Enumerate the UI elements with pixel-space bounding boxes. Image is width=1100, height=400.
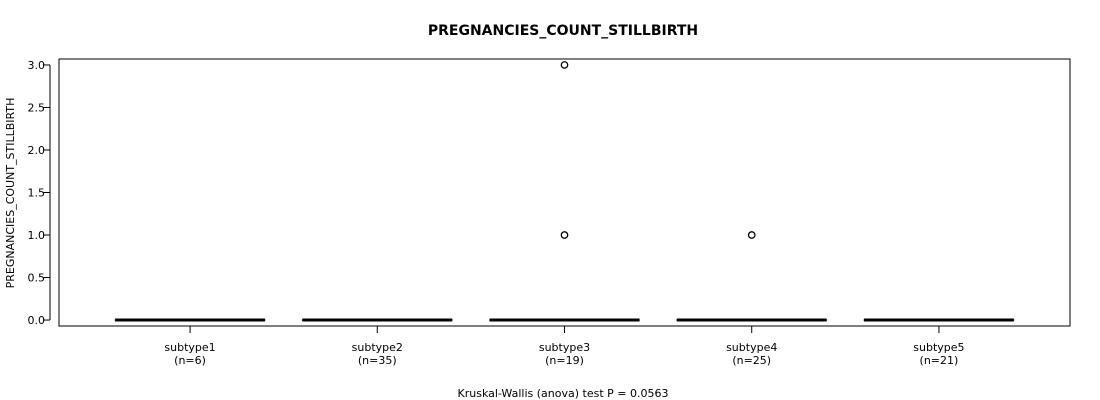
x-tick-n-label: (n=25) xyxy=(732,354,771,367)
x-tick-label: subtype4 xyxy=(726,341,777,354)
outlier-point xyxy=(747,231,756,239)
x-tick-n-label: (n=19) xyxy=(545,354,584,367)
y-tick-label: 0.0 xyxy=(28,314,46,327)
x-tick-label: subtype1 xyxy=(164,341,215,354)
boxes-group xyxy=(114,61,1015,322)
y-tick-label: 2.5 xyxy=(28,101,46,114)
y-tick-label: 1.5 xyxy=(28,187,46,200)
x-tick-label: subtype3 xyxy=(539,341,590,354)
x-tick-label: subtype5 xyxy=(913,341,964,354)
y-tick-label: 3.0 xyxy=(28,59,46,72)
x-axis-label: Kruskal-Wallis (anova) test P = 0.0563 xyxy=(458,387,669,400)
x-tick-label: subtype2 xyxy=(352,341,403,354)
outlier-point xyxy=(560,61,569,69)
y-tick-label: 0.5 xyxy=(28,272,46,285)
x-tick-n-label: (n=21) xyxy=(920,354,959,367)
y-tick-label: 2.0 xyxy=(28,144,46,157)
y-tick-label: 1.0 xyxy=(28,229,46,242)
x-tick-n-label: (n=6) xyxy=(174,354,206,367)
y-axis-label: PREGNANCIES_COUNT_STILLBIRTH xyxy=(4,98,17,289)
plot-frame xyxy=(58,58,1071,327)
x-tick-n-label: (n=35) xyxy=(358,354,397,367)
x-axis: subtype1(n=6) subtype2(n=35) subtype3(n=19… xyxy=(164,325,965,367)
chart-title: PREGNANCIES_COUNT_STILLBIRTH xyxy=(428,23,698,39)
outlier-point xyxy=(560,231,569,239)
y-axis: 0.0 0.5 1.0 1.5 2.0 2.5 3.0 xyxy=(28,59,51,327)
